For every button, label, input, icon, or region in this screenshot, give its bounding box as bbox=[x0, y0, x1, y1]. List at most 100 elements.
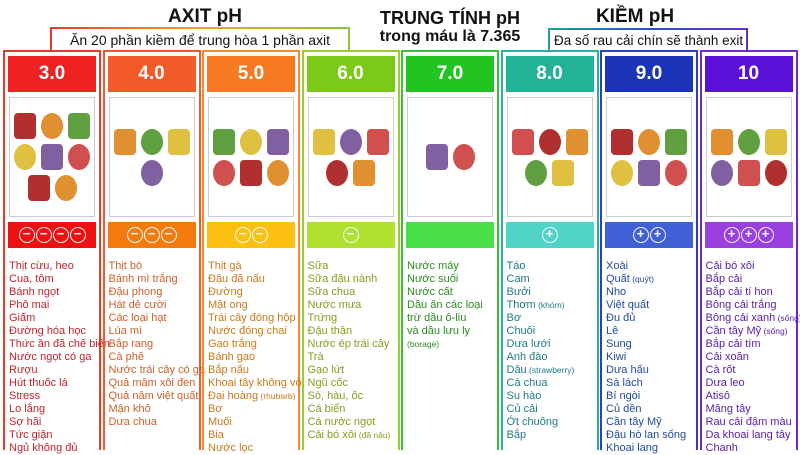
neutral-title: TRUNG TÍNH pH bbox=[360, 8, 540, 29]
list-item: Lê bbox=[606, 325, 686, 338]
list-item: Su hào bbox=[507, 390, 575, 403]
mushroom-icon bbox=[552, 160, 574, 186]
soda-can-icon bbox=[14, 144, 36, 170]
kale-icon bbox=[638, 160, 660, 186]
cabbage-icon bbox=[765, 129, 787, 155]
list-item: Lo lắng bbox=[9, 403, 110, 416]
list-item: Việt quất bbox=[606, 299, 686, 312]
ph-value: 4.0 bbox=[108, 56, 196, 92]
list-item: Cải bó xôi bbox=[706, 260, 800, 273]
ph-indicator: −−− bbox=[108, 222, 196, 248]
list-item: Trà bbox=[308, 351, 391, 364]
no-crab-icon bbox=[41, 144, 63, 170]
list-item: Thịt cừu, heo bbox=[9, 260, 110, 273]
list-item: Bông cải trắng bbox=[706, 299, 800, 312]
list-item: Xoài bbox=[606, 260, 686, 273]
list-item: Atisô bbox=[706, 390, 800, 403]
list-item: Cà phê bbox=[109, 351, 206, 364]
list-item: Ớt chuông bbox=[507, 416, 575, 429]
list-item: Gạo trắng bbox=[208, 338, 302, 351]
can-icon bbox=[267, 129, 289, 155]
list-item: Lúa mì bbox=[109, 325, 206, 338]
rice-bowl-icon bbox=[213, 160, 235, 186]
list-item: Dưa chua bbox=[109, 416, 206, 429]
ph-value: 6.0 bbox=[307, 56, 395, 92]
food-image-panel bbox=[208, 97, 294, 217]
list-item: Đường bbox=[208, 286, 302, 299]
no-shrimp-icon bbox=[68, 144, 90, 170]
carrot-icon bbox=[711, 129, 733, 155]
list-item: Chuối bbox=[507, 325, 575, 338]
list-item: Bí ngòi bbox=[606, 390, 686, 403]
list-item: Nước ép trái cây bbox=[308, 338, 391, 351]
food-image-panel bbox=[606, 97, 692, 217]
list-item: Muối bbox=[208, 416, 302, 429]
list-item: Cá nước ngọt bbox=[308, 416, 391, 429]
orange-icon bbox=[539, 129, 561, 155]
list-item: Thịt gà bbox=[208, 260, 302, 273]
lettuce-icon bbox=[738, 160, 760, 186]
list-item: Cam bbox=[507, 273, 575, 286]
tea-cup-icon bbox=[313, 129, 335, 155]
list-item: Dâu (strawberry) bbox=[507, 364, 575, 377]
list-item: Hút thuốc lá bbox=[9, 377, 110, 390]
list-item: Dưa hấu bbox=[606, 364, 686, 377]
papaya-icon bbox=[638, 129, 660, 155]
list-item: Sung bbox=[606, 338, 686, 351]
ph-indicator: +++ bbox=[705, 222, 793, 248]
roast-chicken-icon bbox=[240, 160, 262, 186]
list-item: Kiwi bbox=[606, 351, 686, 364]
juice-bottle-icon bbox=[141, 129, 163, 155]
greens-icon bbox=[665, 160, 687, 186]
food-image-panel bbox=[706, 97, 792, 217]
minus-icon: − bbox=[235, 227, 251, 243]
list-item: Cải xoăn bbox=[706, 351, 800, 364]
plus-icon: + bbox=[758, 227, 774, 243]
list-item: Nước trái cây có ga bbox=[109, 364, 206, 377]
list-item: Cà rốt bbox=[706, 364, 800, 377]
list-item: Bánh ngọt bbox=[9, 286, 110, 299]
soda-can-icon bbox=[68, 113, 90, 139]
apple-icon bbox=[512, 129, 534, 155]
plus-icon: + bbox=[542, 227, 558, 243]
sandwich-icon bbox=[168, 129, 190, 155]
alkaline-note: Đa số rau cải chín sẽ thành exit bbox=[548, 28, 748, 51]
list-item: Nho bbox=[606, 286, 686, 299]
broccoli-icon bbox=[711, 160, 733, 186]
list-item: Măng tây bbox=[706, 403, 800, 416]
list-item: Dầu ăn các loại bbox=[407, 299, 483, 312]
list-item: (borage) bbox=[407, 338, 483, 351]
list-item: Cần tây Mỹ (sống) bbox=[706, 325, 800, 338]
list-item: Quất (quýt) bbox=[606, 273, 686, 286]
list-item: Bưởi bbox=[507, 286, 575, 299]
list-item: Hát dẻ cười bbox=[109, 299, 206, 312]
food-image-panel bbox=[507, 97, 593, 217]
list-item: Mận khô bbox=[109, 403, 206, 416]
list-item: Bắp nấu bbox=[208, 364, 302, 377]
list-item: Phô mai bbox=[9, 299, 110, 312]
list-item: Bia bbox=[208, 429, 302, 442]
water-tap-icon bbox=[426, 144, 448, 170]
cauliflower-icon bbox=[738, 129, 760, 155]
list-item: Sò, hàu, ốc bbox=[308, 390, 391, 403]
list-item: Thức ăn đã chế biến bbox=[9, 338, 110, 351]
list-item: Bắp cải tí hon bbox=[706, 286, 800, 299]
ph-value: 7.0 bbox=[406, 56, 494, 92]
list-item: Thơm (khóm) bbox=[507, 299, 575, 312]
list-item: Cần tây Mỹ bbox=[606, 416, 686, 429]
ph-value: 10 bbox=[705, 56, 793, 92]
list-item: Tức giận bbox=[9, 429, 110, 442]
list-item: Nước mưa bbox=[308, 299, 391, 312]
minus-icon: − bbox=[343, 227, 359, 243]
list-item: Sợ hãi bbox=[9, 416, 110, 429]
bell-pepper-icon bbox=[525, 160, 547, 186]
